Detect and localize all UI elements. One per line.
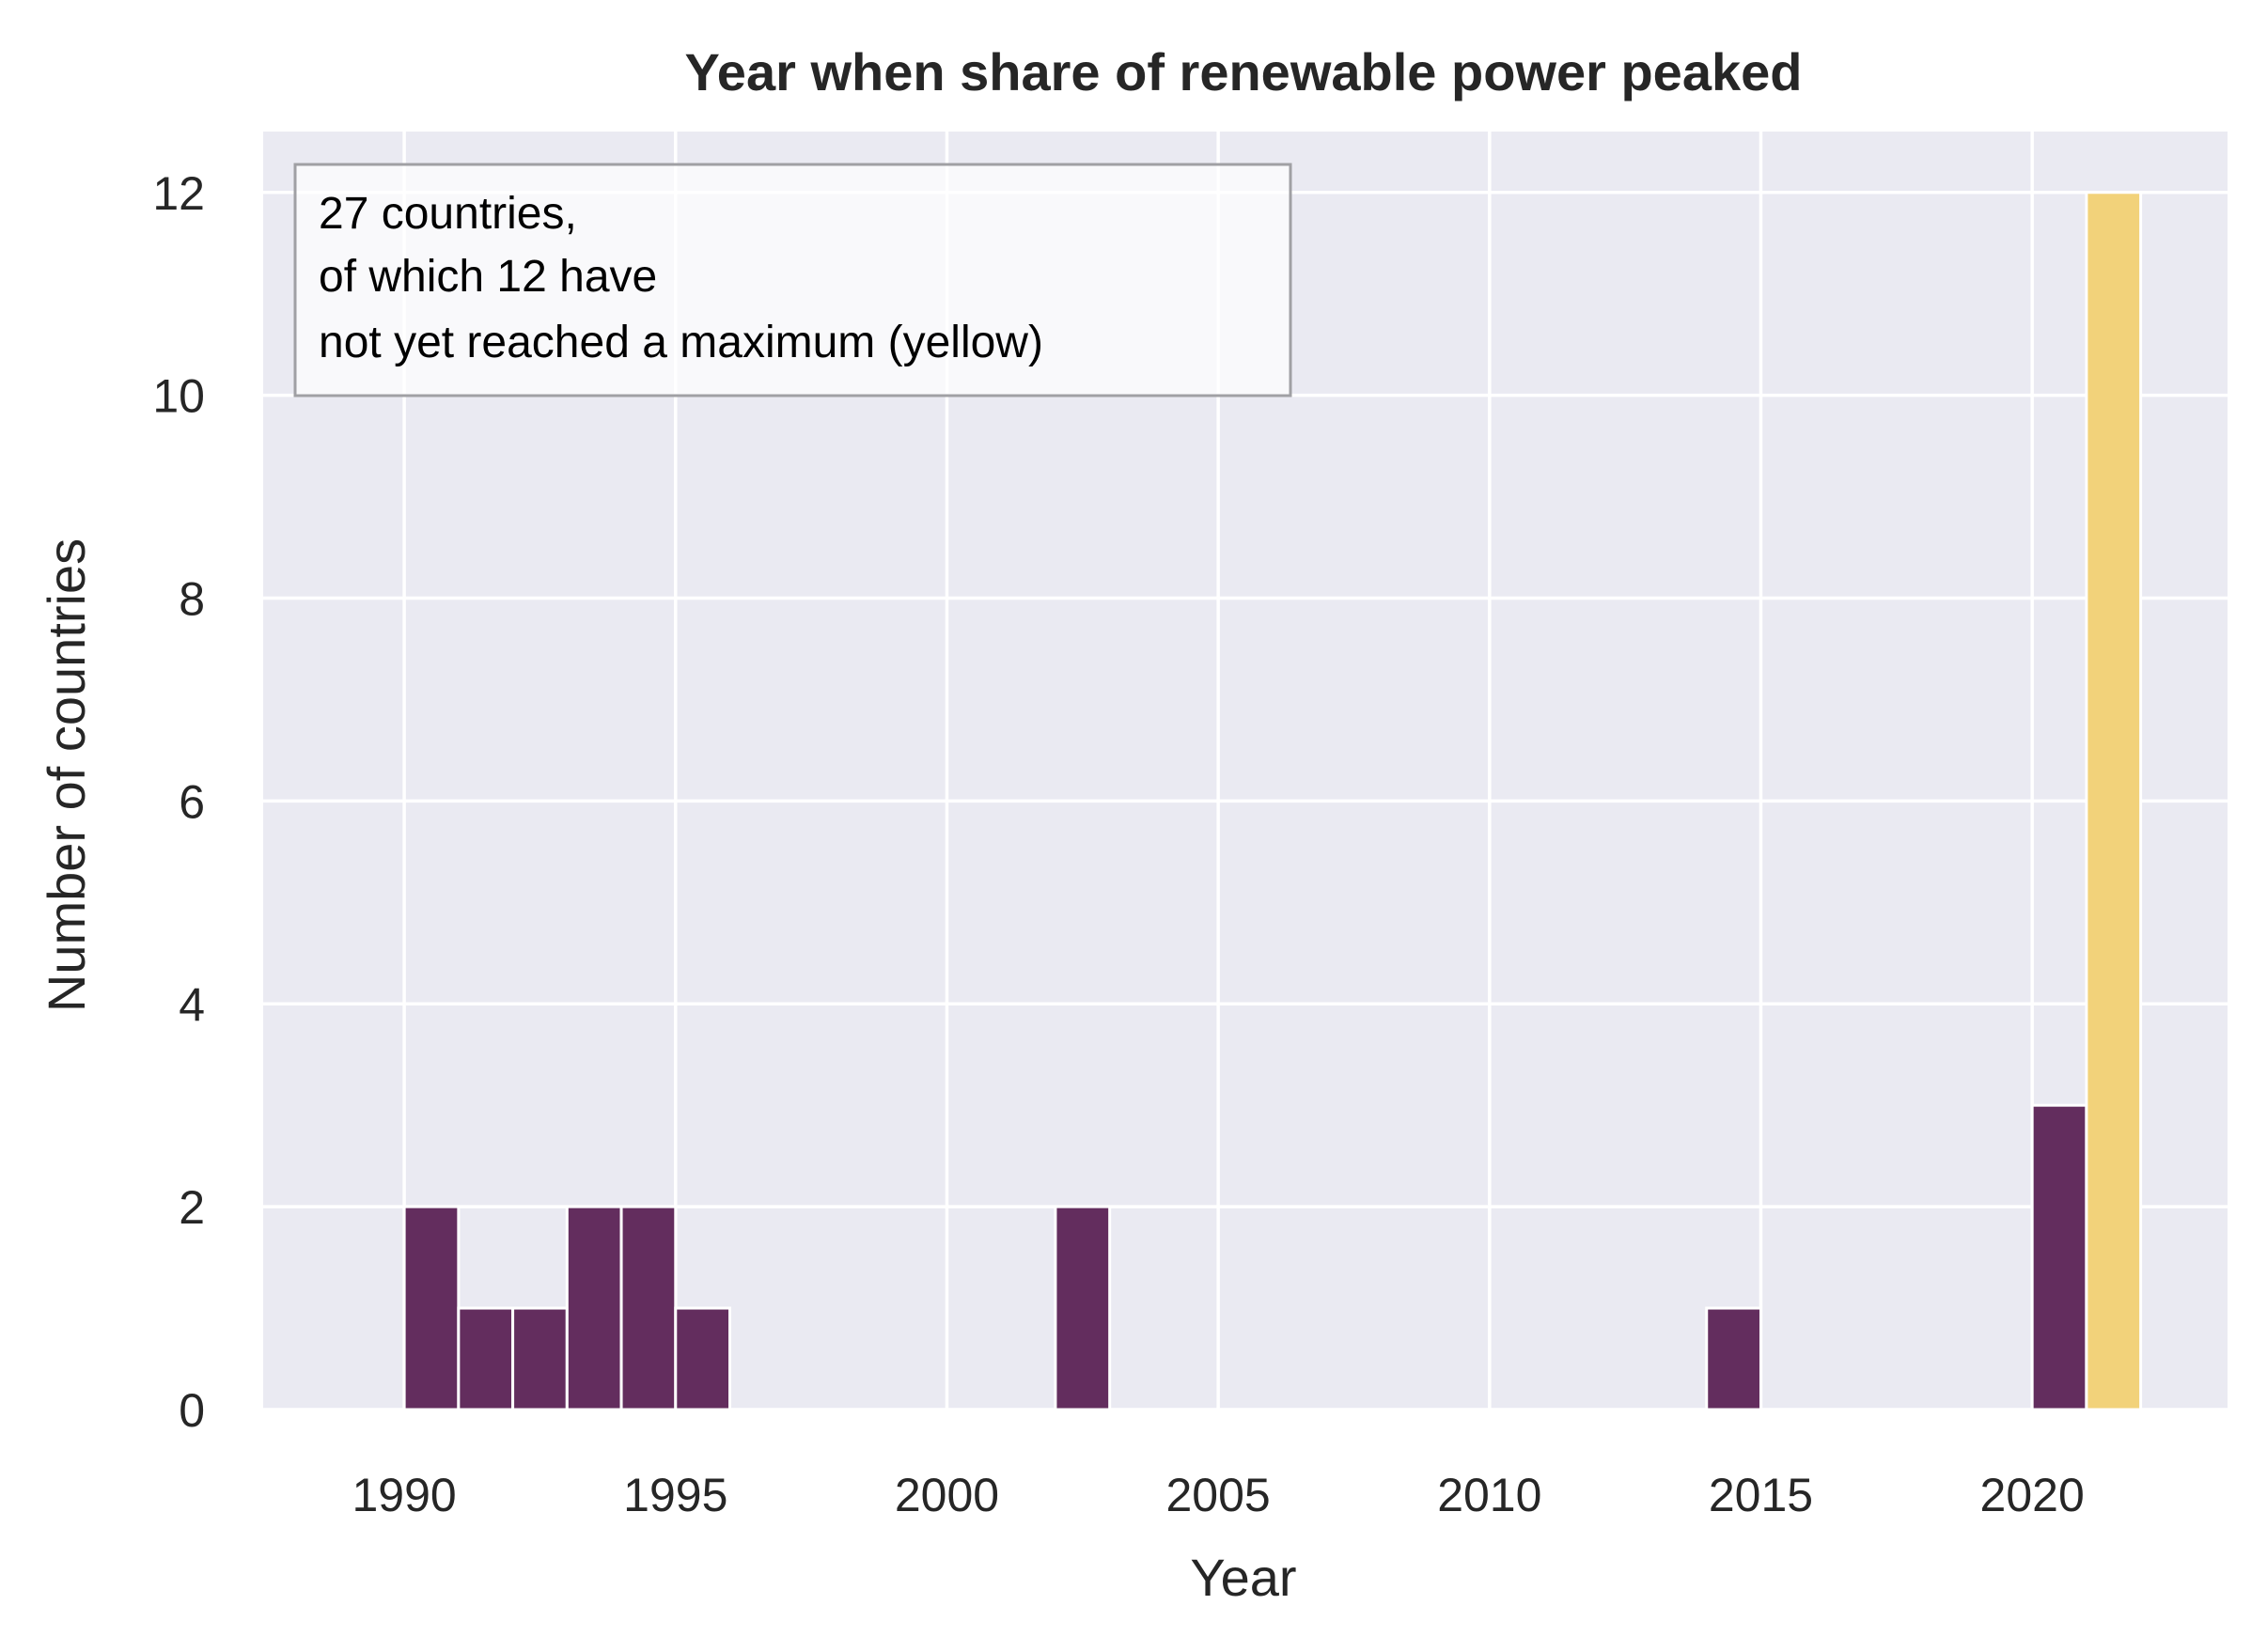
annotation-line-3: not yet reached a maximum (yellow) xyxy=(319,318,1043,367)
bar xyxy=(511,1306,569,1411)
bar xyxy=(2085,191,2143,1411)
y-tick-label: 2 xyxy=(179,1181,205,1234)
y-tick-label: 6 xyxy=(179,775,205,828)
bar xyxy=(1705,1306,1762,1411)
x-tick-labels: 1990 1995 2000 2005 2010 2015 2020 xyxy=(352,1469,2084,1521)
y-tick-labels: 0 2 4 6 8 10 12 xyxy=(152,167,205,1437)
x-tick-label: 1995 xyxy=(623,1469,727,1521)
bar xyxy=(565,1205,623,1411)
annotation-frame xyxy=(293,163,1292,397)
x-tick-label: 2005 xyxy=(1166,1469,1271,1521)
bar xyxy=(402,1205,461,1411)
x-tick-label: 2000 xyxy=(895,1469,999,1521)
x-tick-label: 1990 xyxy=(352,1469,456,1521)
x-axis-label: Year xyxy=(1190,1548,1296,1607)
y-tick-label: 10 xyxy=(152,370,205,423)
bar xyxy=(674,1306,732,1411)
x-tick-label: 2010 xyxy=(1437,1469,1541,1521)
y-tick-label: 12 xyxy=(152,167,205,220)
bar xyxy=(457,1306,515,1411)
y-tick-label: 4 xyxy=(179,978,205,1031)
chart-title: Year when share of renewable power peake… xyxy=(685,42,1803,101)
x-tick-label: 2015 xyxy=(1709,1469,1813,1521)
annotation-line-1: 27 countries, xyxy=(319,189,577,239)
bar xyxy=(619,1205,678,1411)
bar xyxy=(1054,1205,1112,1411)
annotation-line-2: of which 12 have xyxy=(319,252,657,302)
bar xyxy=(2030,1103,2088,1411)
x-tick-label: 2020 xyxy=(1980,1469,2085,1521)
bars xyxy=(402,191,2143,1411)
annotation-box: 27 countries, of which 12 have not yet r… xyxy=(293,163,1292,397)
y-tick-label: 0 xyxy=(179,1384,205,1437)
y-tick-label: 8 xyxy=(179,573,205,626)
y-axis-label: Number of countries xyxy=(37,538,96,1012)
